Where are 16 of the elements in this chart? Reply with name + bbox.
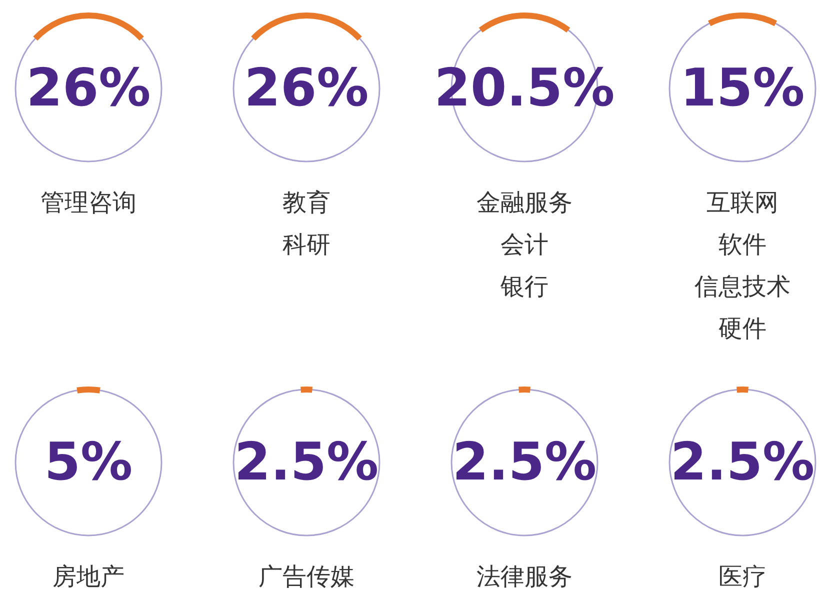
category-label: 互联网软件信息技术硬件 xyxy=(694,188,790,342)
category-label: 金融服务会计银行 xyxy=(476,188,572,300)
category-label: 法律服务 xyxy=(476,562,572,590)
data-label: 26% xyxy=(244,58,369,118)
data-label: 15% xyxy=(680,58,805,118)
data-label: 5% xyxy=(44,432,133,492)
category-label: 广告传媒 xyxy=(258,562,354,590)
data-label: 20.5% xyxy=(434,58,615,118)
category-label: 房地产 xyxy=(52,562,124,590)
data-label: 26% xyxy=(26,58,151,118)
data-label: 2.5% xyxy=(670,432,815,492)
category-label: 管理咨询 xyxy=(40,188,136,216)
category-label: 医疗 xyxy=(718,562,766,590)
data-label: 2.5% xyxy=(234,432,379,492)
data-label: 2.5% xyxy=(452,432,597,492)
category-label: 教育科研 xyxy=(282,188,330,258)
